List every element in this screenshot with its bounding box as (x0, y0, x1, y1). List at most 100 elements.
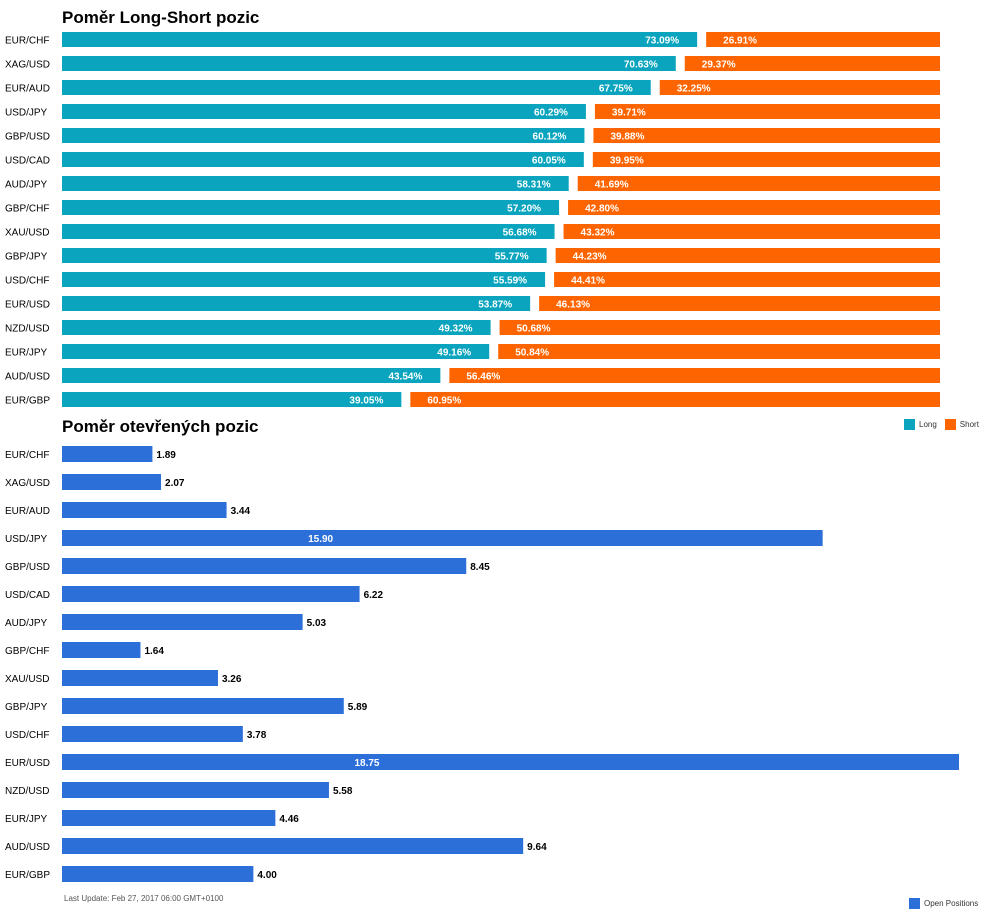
long-bar-xau-usd (62, 224, 555, 239)
long-bar-usd-cad (62, 152, 584, 167)
category-label-eur-gbp: EUR/GBP (5, 396, 50, 407)
short-bar-aud-jpy (577, 176, 940, 191)
short-value-label-eur-gbp: 60.95% (427, 396, 461, 407)
long-value-label-eur-aud: 67.75% (599, 84, 633, 95)
legend-swatch-short (944, 419, 956, 430)
long-bar-aud-usd (62, 368, 441, 383)
short-bar-xau-usd (563, 224, 940, 239)
open-positions-bar-eur-usd (62, 754, 959, 770)
open-value-label-eur-usd: 18.75 (354, 758, 379, 769)
short-bar-xag-usd (684, 56, 940, 71)
open-category-label-eur-usd: EUR/USD (5, 758, 50, 769)
long-bar-aud-jpy (62, 176, 569, 191)
open-positions-bar-eur-jpy (62, 810, 276, 826)
short-value-label-gbp-jpy: 44.23% (573, 252, 607, 263)
open-category-label-xag-usd: XAG/USD (5, 478, 50, 489)
long-value-label-gbp-chf: 57.20% (507, 204, 541, 215)
open-category-label-aud-usd: AUD/USD (5, 842, 50, 853)
open-value-label-xau-usd: 3.26 (222, 674, 242, 685)
open-category-label-eur-aud: EUR/AUD (5, 506, 50, 517)
short-value-label-aud-jpy: 41.69% (595, 180, 629, 191)
open-positions-chart: EUR/CHF 1.89 XAG/USD 2.07 EUR/AUD 3.44 USD/JPY… (5, 446, 959, 882)
open-category-label-eur-jpy: EUR/JPY (5, 814, 48, 825)
long-value-label-nzd-usd: 49.32% (439, 324, 473, 335)
short-value-label-gbp-chf: 42.80% (585, 204, 619, 215)
open-positions-bar-xag-usd (62, 474, 162, 490)
long-bar-xag-usd (62, 56, 676, 71)
category-label-gbp-usd: GBP/USD (5, 132, 50, 143)
category-label-usd-jpy: USD/JPY (5, 108, 48, 119)
open-positions-bar-nzd-usd (62, 782, 329, 798)
open-value-label-gbp-jpy: 5.89 (348, 702, 368, 713)
open-positions-bar-gbp-usd (62, 558, 467, 574)
short-bar-usd-cad (592, 152, 940, 167)
long-short-chart-title: Poměr Long-Short pozic (62, 8, 260, 27)
long-bar-usd-chf (62, 272, 546, 287)
long-short-legend: Long Short (904, 419, 987, 430)
open-value-label-eur-aud: 3.44 (231, 506, 251, 517)
open-value-label-eur-chf: 1.89 (156, 450, 176, 461)
category-label-xag-usd: XAG/USD (5, 60, 50, 71)
legend-swatch-open (909, 898, 920, 909)
open-category-label-xau-usd: XAU/USD (5, 674, 49, 685)
short-value-label-eur-aud: 32.25% (677, 84, 711, 95)
short-bar-usd-jpy (594, 104, 940, 119)
long-bar-gbp-chf (62, 200, 560, 215)
category-label-nzd-usd: NZD/USD (5, 324, 49, 335)
open-value-label-gbp-usd: 8.45 (470, 562, 490, 573)
category-label-eur-aud: EUR/AUD (5, 84, 50, 95)
category-label-eur-chf: EUR/CHF (5, 36, 49, 47)
long-value-label-eur-gbp: 39.05% (349, 396, 383, 407)
open-value-label-usd-jpy: 15.90 (308, 534, 333, 545)
open-positions-bar-aud-usd (62, 838, 524, 854)
short-bar-gbp-chf (568, 200, 940, 215)
open-category-label-gbp-chf: GBP/CHF (5, 646, 49, 657)
category-label-xau-usd: XAU/USD (5, 228, 49, 239)
open-positions-bar-eur-aud (62, 502, 227, 518)
open-value-label-nzd-usd: 5.58 (333, 786, 353, 797)
short-value-label-usd-chf: 44.41% (571, 276, 605, 287)
open-positions-bar-eur-chf (62, 446, 153, 462)
long-value-label-usd-jpy: 60.29% (534, 108, 568, 119)
open-positions-bar-gbp-chf (62, 642, 141, 658)
category-label-aud-jpy: AUD/JPY (5, 180, 48, 191)
open-value-label-usd-cad: 6.22 (364, 590, 384, 601)
open-value-label-xag-usd: 2.07 (165, 478, 185, 489)
short-value-label-eur-jpy: 50.84% (515, 348, 549, 359)
long-bar-eur-aud (62, 80, 651, 95)
open-value-label-aud-jpy: 5.03 (307, 618, 327, 629)
short-value-label-eur-usd: 46.13% (556, 300, 590, 311)
short-value-label-gbp-usd: 39.88% (610, 132, 644, 143)
open-value-label-gbp-chf: 1.64 (144, 646, 164, 657)
open-positions-bar-eur-gbp (62, 866, 254, 882)
legend-swatch-long (904, 419, 915, 430)
short-bar-eur-gbp (410, 392, 941, 407)
open-positions-bar-gbp-jpy (62, 698, 344, 714)
long-bar-eur-gbp (62, 392, 402, 407)
open-positions-bar-usd-cad (62, 586, 360, 602)
short-bar-gbp-jpy (555, 248, 940, 263)
long-value-label-xag-usd: 70.63% (624, 60, 658, 71)
long-bar-gbp-jpy (62, 248, 547, 263)
open-positions-chart-title: Poměr otevřených pozic (62, 417, 259, 436)
long-value-label-gbp-usd: 60.12% (533, 132, 567, 143)
short-value-label-eur-chf: 26.91% (723, 36, 757, 47)
open-category-label-gbp-jpy: GBP/JPY (5, 702, 48, 713)
open-category-label-gbp-usd: GBP/USD (5, 562, 50, 573)
legend-label-short: Short (959, 420, 979, 429)
open-value-label-eur-gbp: 4.00 (257, 870, 277, 881)
long-value-label-aud-usd: 43.54% (388, 372, 422, 383)
long-value-label-eur-jpy: 49.16% (437, 348, 471, 359)
long-value-label-aud-jpy: 58.31% (517, 180, 551, 191)
open-category-label-usd-jpy: USD/JPY (5, 534, 48, 545)
category-label-aud-usd: AUD/USD (5, 372, 50, 383)
short-bar-nzd-usd (499, 320, 940, 335)
open-category-label-usd-chf: USD/CHF (5, 730, 49, 741)
legend-item-short: Short (944, 419, 979, 430)
category-label-gbp-jpy: GBP/JPY (5, 252, 48, 263)
short-value-label-usd-jpy: 39.71% (612, 108, 646, 119)
short-bar-eur-chf (706, 32, 940, 47)
short-bar-gbp-usd (593, 128, 940, 143)
legend-item-long: Long (904, 419, 937, 430)
long-value-label-usd-cad: 60.05% (532, 156, 566, 167)
